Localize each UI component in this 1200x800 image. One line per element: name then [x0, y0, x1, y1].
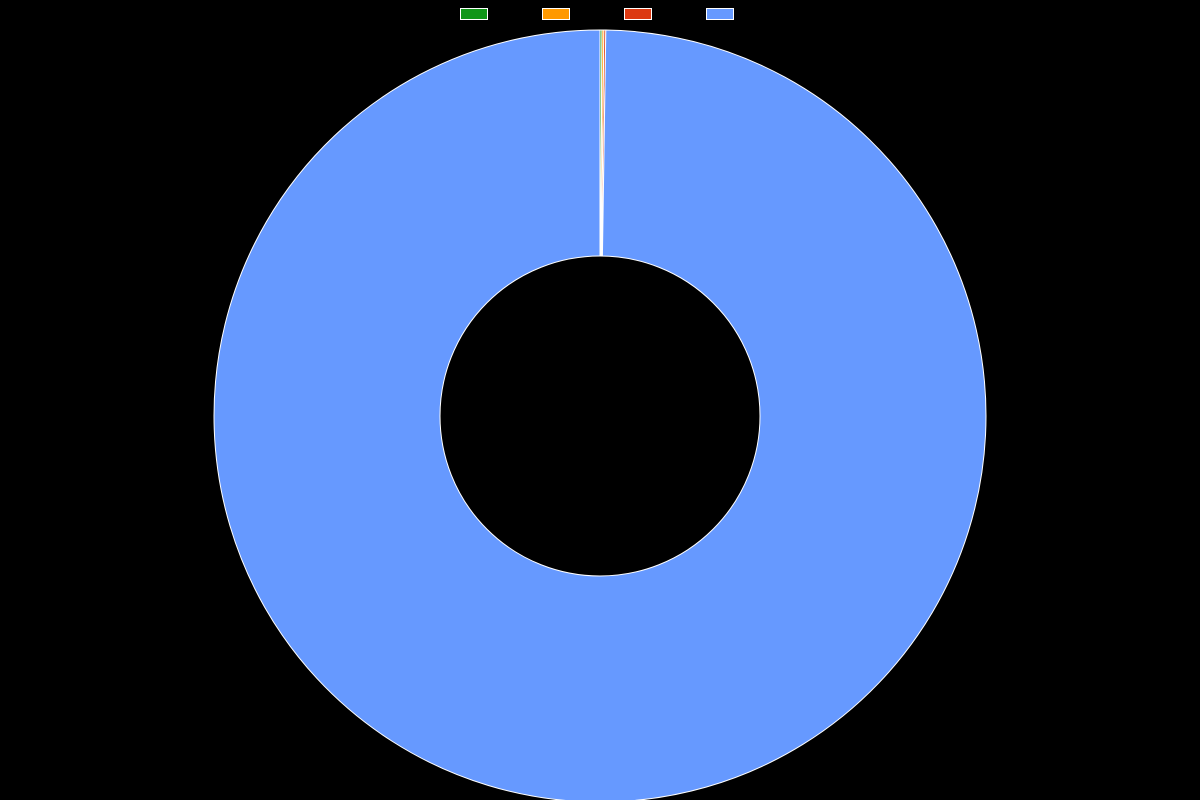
donut-chart-container [0, 0, 1200, 800]
chart-page [0, 0, 1200, 800]
donut-hole [440, 256, 760, 576]
donut-chart [0, 0, 1200, 800]
